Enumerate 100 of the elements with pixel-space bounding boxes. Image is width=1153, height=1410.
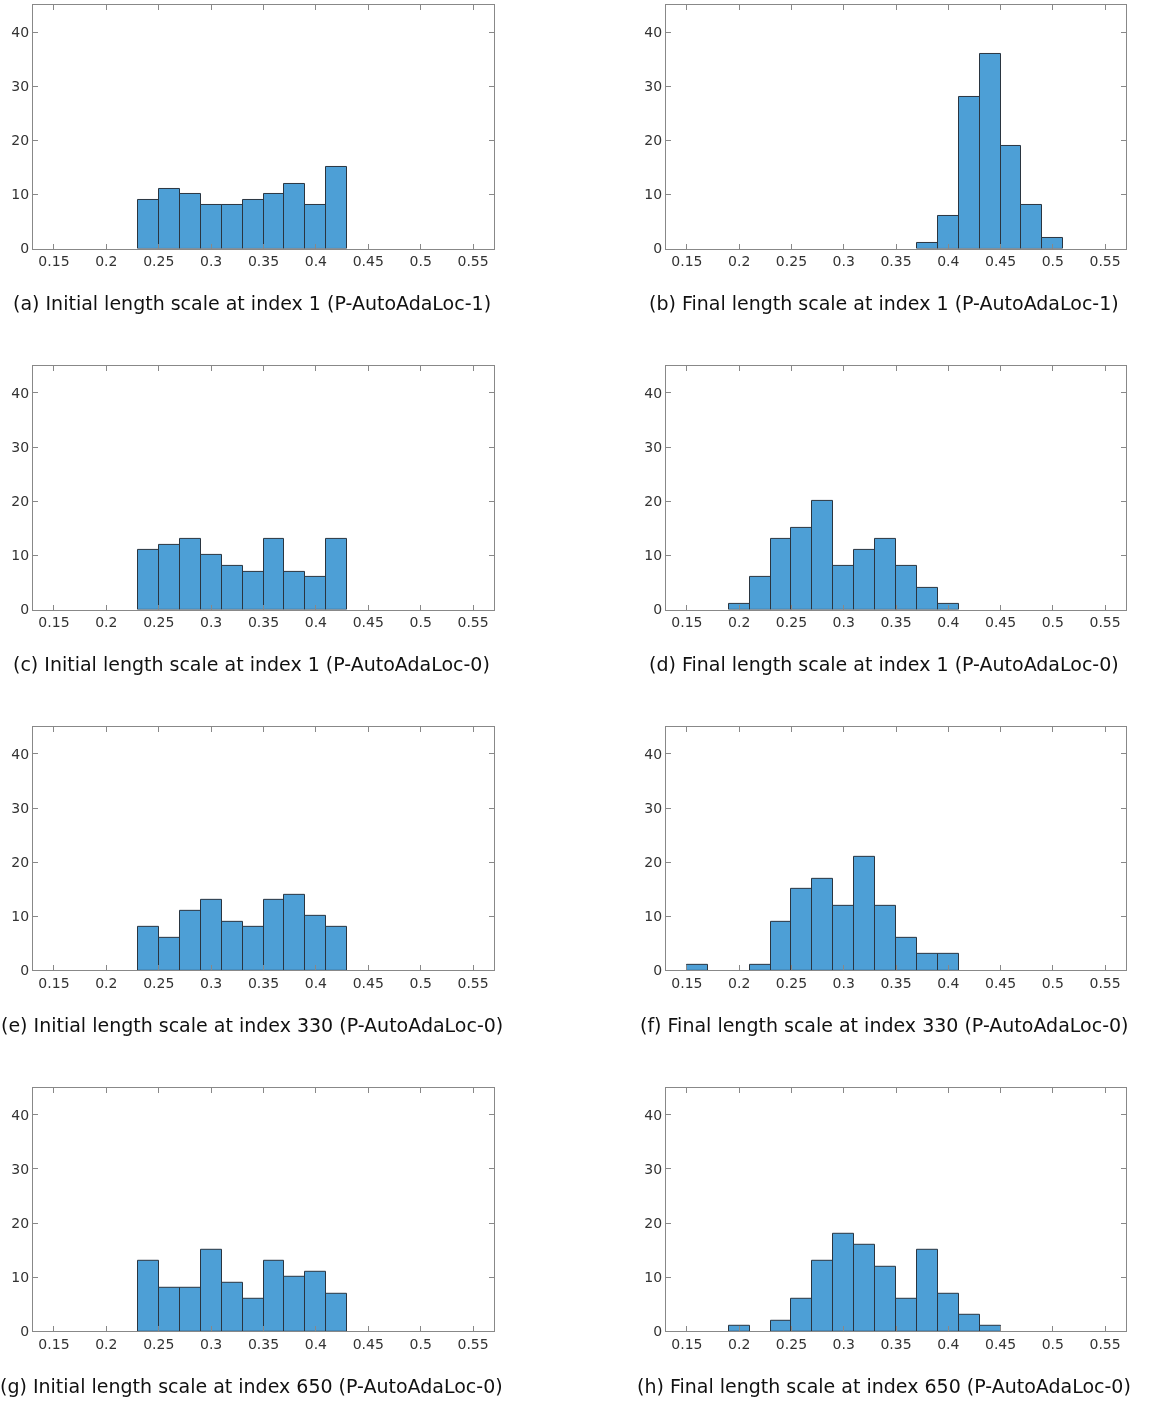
x-tick-label: 0.5 [1041, 253, 1064, 270]
x-tick-label: 0.15 [38, 614, 70, 631]
x-tick-label: 0.25 [143, 1336, 175, 1353]
x-tick-label: 0.55 [457, 1336, 489, 1353]
y-tick-label: 20 [11, 854, 30, 871]
x-tick-label: 0.35 [880, 975, 912, 992]
y-tick-label: 40 [11, 23, 30, 40]
y-tick-label: 20 [11, 132, 30, 149]
x-tick-label: 0.5 [409, 1336, 432, 1353]
y-tick-label: 10 [644, 547, 663, 564]
x-tick-label: 0.55 [457, 614, 489, 631]
y-tick-label: 0 [653, 601, 663, 618]
x-tick-label: 0.4 [937, 975, 960, 992]
x-tick-label: 0.5 [409, 614, 432, 631]
x-tick-label: 0.25 [775, 253, 808, 270]
x-tick-label: 0.5 [1041, 614, 1064, 631]
text: (a) Initial length scale at index 1 (P-AutoAdaLoc-1) [13, 292, 492, 314]
x-tick-label: 0.45 [352, 614, 384, 631]
x-tick-label: 0.45 [984, 614, 1017, 631]
y-tick-label: 10 [644, 1269, 663, 1286]
y-tick-label: 40 [11, 745, 30, 762]
x-tick-label: 0.15 [671, 614, 703, 631]
x-tick-label: 0.45 [984, 975, 1017, 992]
x-tick-label: 0.55 [457, 253, 489, 270]
x-tick-label: 0.3 [199, 975, 223, 992]
x-tick-label: 0.5 [409, 975, 432, 992]
text: (d) Final length scale at index 1 (P-AutoAdaLoc-0) [649, 653, 1119, 675]
y-tick-label: 20 [11, 1215, 30, 1232]
x-tick-label: 0.35 [880, 253, 912, 270]
x-tick-label: 0.3 [832, 1336, 855, 1353]
y-tick-label: 40 [644, 745, 663, 762]
x-tick-label: 0.55 [1089, 253, 1121, 270]
y-tick-label: 0 [653, 240, 663, 257]
y-tick-label: 20 [644, 854, 663, 871]
y-tick-label: 20 [644, 132, 663, 149]
x-tick-label: 0.4 [304, 253, 328, 270]
y-tick-label: 30 [11, 439, 30, 456]
x-tick-label: 0.4 [304, 614, 328, 631]
y-tick-label: 30 [644, 799, 663, 816]
x-tick-label: 0.35 [880, 614, 912, 631]
x-tick-label: 0.3 [199, 1336, 223, 1353]
x-tick-label: 0.3 [832, 253, 855, 270]
y-tick-label: 0 [20, 962, 30, 979]
x-tick-label: 0.45 [984, 253, 1017, 270]
x-tick-label: 0.4 [304, 975, 328, 992]
x-tick-label: 0.25 [775, 1336, 808, 1353]
x-tick-label: 0.2 [95, 975, 118, 992]
y-tick-label: 20 [644, 493, 663, 510]
y-tick-label: 20 [644, 1215, 663, 1232]
x-tick-label: 0.4 [937, 253, 960, 270]
y-tick-label: 10 [11, 908, 30, 925]
x-tick-label: 0.35 [247, 1336, 280, 1353]
x-tick-label: 0.25 [143, 975, 175, 992]
text: (c) Initial length scale at index 1 (P-AutoAdaLoc-0) [13, 653, 490, 675]
x-tick-label: 0.2 [95, 253, 118, 270]
x-tick-label: 0.2 [95, 1336, 118, 1353]
y-tick-label: 10 [11, 547, 30, 564]
y-tick-label: 0 [653, 1323, 663, 1340]
x-tick-label: 0.15 [38, 253, 70, 270]
x-tick-label: 0.15 [671, 1336, 703, 1353]
y-tick-label: 0 [20, 240, 30, 257]
x-tick-label: 0.35 [247, 975, 280, 992]
y-tick-label: 0 [20, 601, 30, 618]
x-tick-label: 0.3 [832, 975, 855, 992]
x-tick-label: 0.15 [38, 1336, 70, 1353]
x-tick-label: 0.4 [304, 1336, 328, 1353]
text: (f) Final length scale at index 330 (P-AutoAdaLoc-0) [640, 1014, 1129, 1036]
text: (e) Initial length scale at index 330 (P-AutoAdaLoc-0) [1, 1014, 504, 1036]
y-tick-label: 30 [644, 439, 663, 456]
x-tick-label: 0.45 [352, 1336, 384, 1353]
x-tick-label: 0.5 [409, 253, 432, 270]
y-tick-label: 10 [644, 186, 663, 203]
y-tick-label: 0 [20, 1323, 30, 1340]
y-tick-label: 10 [644, 908, 663, 925]
x-tick-label: 0.55 [1089, 975, 1121, 992]
x-tick-label: 0.2 [95, 614, 118, 631]
text: (g) Initial length scale at index 650 (P-AutoAdaLoc-0) [0, 1375, 503, 1397]
x-tick-label: 0.45 [352, 253, 384, 270]
y-tick-label: 30 [644, 1160, 663, 1177]
y-tick-label: 30 [644, 78, 663, 95]
y-tick-label: 20 [11, 493, 30, 510]
x-tick-label: 0.25 [143, 253, 175, 270]
x-tick-label: 0.2 [728, 614, 751, 631]
y-tick-label: 40 [11, 1106, 30, 1123]
x-tick-label: 0.15 [671, 975, 703, 992]
x-tick-label: 0.25 [143, 614, 175, 631]
x-tick-label: 0.15 [671, 253, 703, 270]
y-tick-label: 10 [11, 186, 30, 203]
x-tick-label: 0.5 [1041, 1336, 1064, 1353]
x-tick-label: 0.3 [199, 253, 223, 270]
y-tick-label: 0 [653, 962, 663, 979]
x-tick-label: 0.45 [352, 975, 384, 992]
x-tick-label: 0.2 [728, 253, 751, 270]
x-tick-label: 0.25 [775, 614, 808, 631]
x-tick-label: 0.2 [728, 1336, 751, 1353]
x-tick-label: 0.55 [1089, 1336, 1121, 1353]
x-tick-label: 0.35 [880, 1336, 912, 1353]
x-tick-label: 0.25 [775, 975, 808, 992]
y-tick-label: 10 [11, 1269, 30, 1286]
y-tick-label: 30 [11, 799, 30, 816]
